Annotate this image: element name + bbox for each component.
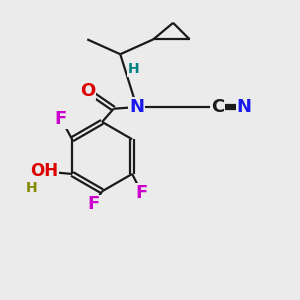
- Text: F: F: [136, 184, 148, 202]
- Text: H: H: [128, 62, 139, 76]
- Text: N: N: [237, 98, 252, 116]
- Text: F: F: [88, 196, 100, 214]
- Text: H: H: [25, 181, 37, 195]
- Text: OH: OH: [30, 163, 58, 181]
- Text: F: F: [55, 110, 67, 128]
- Text: N: N: [129, 98, 144, 116]
- Text: O: O: [80, 82, 95, 100]
- Text: C: C: [211, 98, 224, 116]
